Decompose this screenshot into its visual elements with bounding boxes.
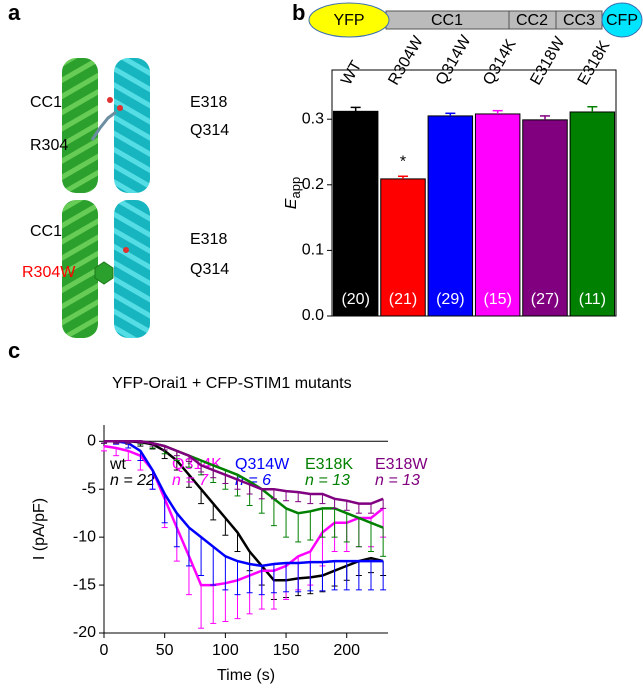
category-label: Q314K (480, 36, 520, 88)
bar (474, 113, 521, 317)
n-label: (29) (436, 291, 464, 308)
bar (427, 115, 474, 317)
y-tick-label: 0.3 (302, 110, 324, 127)
series-line (104, 440, 384, 505)
y-axis-label-main: E (283, 198, 300, 209)
legend-n: n = 13 (305, 472, 350, 489)
y-tick-label: -10 (73, 528, 96, 545)
residue-label: R304W (22, 264, 76, 281)
y-tick-label: 0.2 (302, 176, 324, 193)
construct-label: CC2 (516, 12, 548, 29)
legend-n: n = 22 (110, 472, 155, 489)
y-axis-label: Eapp (283, 177, 303, 209)
construct-label: CFP (606, 12, 638, 29)
panel-label: a (8, 0, 21, 25)
category-label: R304W (385, 33, 427, 88)
legend-n: n = 7 (172, 472, 209, 489)
construct-label: CC3 (563, 12, 595, 29)
bar (332, 110, 379, 317)
x-tick-label: 200 (333, 642, 360, 659)
x-axis-label: Time (s) (217, 667, 275, 684)
n-label: (21) (389, 291, 417, 308)
category-label: E318W (527, 33, 568, 88)
legend-n: n = 6 (235, 472, 271, 489)
x-tick-label: 150 (273, 642, 300, 659)
significance-mark: * (400, 153, 406, 170)
residue-label: E318 (190, 231, 227, 248)
construct-label: YFP (333, 12, 364, 29)
y-tick-label: 0.1 (302, 242, 324, 259)
residue-label: Q314 (190, 261, 229, 278)
x-tick-label: 100 (212, 642, 239, 659)
residue-label: E318 (190, 94, 227, 111)
n-label: (27) (531, 291, 559, 308)
panel-label: c (8, 338, 20, 363)
residue-label: CC1 (30, 94, 62, 111)
y-tick-label: -15 (73, 576, 96, 593)
series (101, 440, 387, 514)
residue-label: Q314 (190, 122, 229, 139)
y-tick-label: -20 (73, 624, 96, 641)
y-axis-label: I (pA/pF) (31, 498, 48, 560)
bar (522, 119, 568, 317)
chart-title: YFP-Orai1 + CFP-STIM1 mutants (112, 375, 352, 392)
plot-frame (331, 69, 617, 317)
structure-image (62, 58, 150, 338)
n-label: (11) (579, 291, 606, 308)
construct-label: CC1 (431, 12, 463, 29)
legend-name: Q314W (235, 456, 290, 473)
y-tick-label: 0.0 (302, 307, 324, 324)
x-tick-label: 50 (156, 642, 174, 659)
series-line (104, 440, 384, 568)
construct-diagram (308, 2, 643, 38)
legend-name: E318W (375, 456, 428, 473)
n-label: (15) (483, 291, 511, 308)
x-tick-label: 0 (100, 642, 109, 659)
y-axis-label-sub: app (288, 177, 303, 199)
category-label: E318K (575, 38, 614, 88)
residue-label: CC1 (30, 223, 62, 240)
y-tick-label: -5 (82, 480, 96, 497)
panel-label: b (292, 0, 305, 25)
category-label: Q314W (433, 32, 475, 88)
residue-label: R304 (30, 137, 68, 154)
series (101, 440, 387, 596)
legend-name: wt (109, 456, 127, 473)
category-label: WT (338, 58, 365, 88)
y-tick-label: 0 (87, 433, 96, 450)
legend-n: n = 13 (375, 472, 420, 489)
legend-name: E318K (305, 456, 353, 473)
bar (569, 111, 616, 317)
n-label: (20) (341, 291, 369, 308)
